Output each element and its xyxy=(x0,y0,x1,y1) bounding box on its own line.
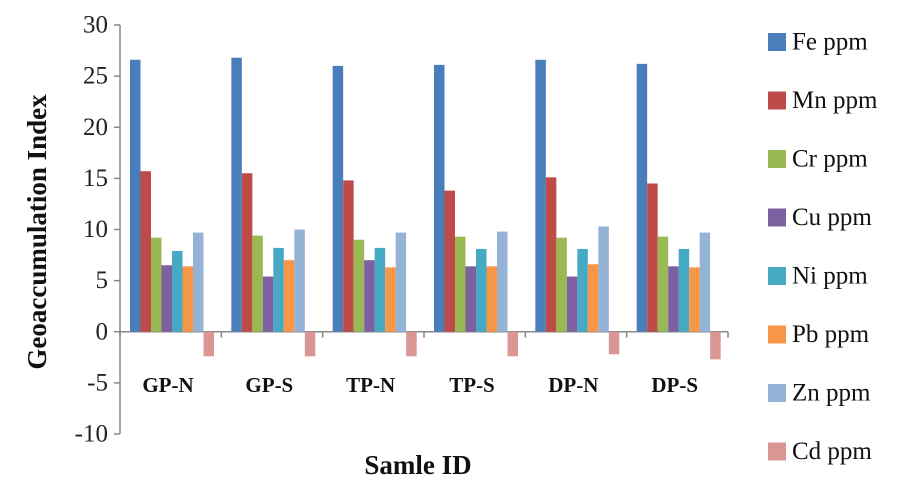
bar-ni-ppm xyxy=(374,247,386,332)
bar-fe-ppm xyxy=(231,57,242,332)
bar-fe-ppm xyxy=(130,59,141,332)
bar-zn-ppm xyxy=(294,229,305,332)
bar-mn-ppm xyxy=(241,173,253,332)
bar-fe-ppm xyxy=(636,63,648,332)
y-tick-label: 5 xyxy=(96,267,109,294)
bar-cr-ppm xyxy=(353,239,365,332)
x-axis-title: Samle ID xyxy=(364,450,471,480)
bar-cu-ppm xyxy=(465,266,476,332)
y-tick-label: 30 xyxy=(83,12,108,39)
bar-mn-ppm xyxy=(140,171,151,332)
bar-cu-ppm xyxy=(161,265,172,332)
y-tick-label: 15 xyxy=(83,165,108,192)
bar-zn-ppm xyxy=(598,226,609,332)
bar-cd-ppm xyxy=(304,331,316,357)
bar-pb-ppm xyxy=(182,266,193,332)
bar-zn-ppm xyxy=(497,231,508,332)
bar-mn-ppm xyxy=(545,177,557,332)
bar-fe-ppm xyxy=(535,59,546,332)
legend-label: Cu ppm xyxy=(792,204,872,231)
bar-cu-ppm xyxy=(566,276,578,332)
bar-cr-ppm xyxy=(657,236,669,332)
bar-mn-ppm xyxy=(647,183,658,332)
legend-swatch xyxy=(768,91,786,110)
legend-label: Zn ppm xyxy=(792,380,871,407)
bar-cu-ppm xyxy=(364,260,375,332)
category-label: GP-N xyxy=(142,373,193,397)
bar-pb-ppm xyxy=(689,267,700,332)
bar-cd-ppm xyxy=(203,331,214,357)
bar-cd-ppm xyxy=(507,331,518,357)
bar-zn-ppm xyxy=(193,232,204,332)
category-label: TP-N xyxy=(346,373,395,397)
bar-ni-ppm xyxy=(273,247,284,332)
category-label: TP-S xyxy=(449,373,495,397)
legend-label: Cd ppm xyxy=(792,438,872,465)
category-labels: GP-N GP-S TP-N TP-S DP-N DP-S xyxy=(142,373,698,397)
bar-cr-ppm xyxy=(151,237,162,332)
y-tick-label: -5 xyxy=(87,369,108,396)
legend-swatch xyxy=(768,267,786,285)
category-label: DP-S xyxy=(651,373,698,397)
legend-swatch xyxy=(768,442,786,461)
legend-label: Mn ppm xyxy=(792,87,878,114)
bar-fe-ppm xyxy=(434,64,445,332)
y-axis: -10 -5 0 5 10 15 20 25 30 xyxy=(75,12,121,448)
legend-swatch xyxy=(768,208,786,227)
bar-pb-ppm xyxy=(587,264,599,332)
legend-swatch xyxy=(768,33,786,51)
legend: Fe ppm Mn ppm Cr ppm Cu ppm Ni ppm Pb ppm Zn p… xyxy=(768,29,878,465)
bar-cr-ppm xyxy=(455,236,466,332)
y-tick-label: 10 xyxy=(83,216,108,243)
plot-area xyxy=(119,57,729,360)
bar-mn-ppm xyxy=(343,180,354,332)
y-tick-label: 25 xyxy=(83,63,108,90)
legend-label: Pb ppm xyxy=(792,321,870,348)
bar-cr-ppm xyxy=(252,235,263,332)
y-tick-label: 0 xyxy=(96,318,109,345)
bar-ni-ppm xyxy=(577,248,588,332)
bar-pb-ppm xyxy=(486,266,497,332)
legend-swatch xyxy=(768,384,786,402)
y-axis-title: Geoaccumulation Index xyxy=(22,94,52,370)
bar-cu-ppm xyxy=(262,276,274,332)
bar-cd-ppm xyxy=(406,331,417,357)
bar-ni-ppm xyxy=(476,248,487,332)
legend-label: Cr ppm xyxy=(792,146,868,173)
bar-cd-ppm xyxy=(608,331,620,355)
bar-zn-ppm xyxy=(699,232,711,332)
legend-label: Fe ppm xyxy=(792,29,868,56)
y-tick-label: 20 xyxy=(83,114,108,141)
legend-label: Ni ppm xyxy=(792,263,868,290)
bar-ni-ppm xyxy=(172,250,183,332)
bar-pb-ppm xyxy=(283,260,295,332)
bar-ni-ppm xyxy=(678,248,690,332)
category-label: GP-S xyxy=(245,373,293,397)
category-label: DP-N xyxy=(548,373,598,397)
bar-fe-ppm xyxy=(332,65,344,332)
bar-cd-ppm xyxy=(710,331,721,360)
legend-swatch xyxy=(768,150,786,168)
y-tick-label: -10 xyxy=(75,421,108,448)
bar-pb-ppm xyxy=(385,267,396,332)
bar-mn-ppm xyxy=(444,190,455,332)
bar-cu-ppm xyxy=(668,266,679,332)
bar-cr-ppm xyxy=(556,237,567,332)
bar-zn-ppm xyxy=(395,232,407,332)
legend-swatch xyxy=(768,325,786,344)
